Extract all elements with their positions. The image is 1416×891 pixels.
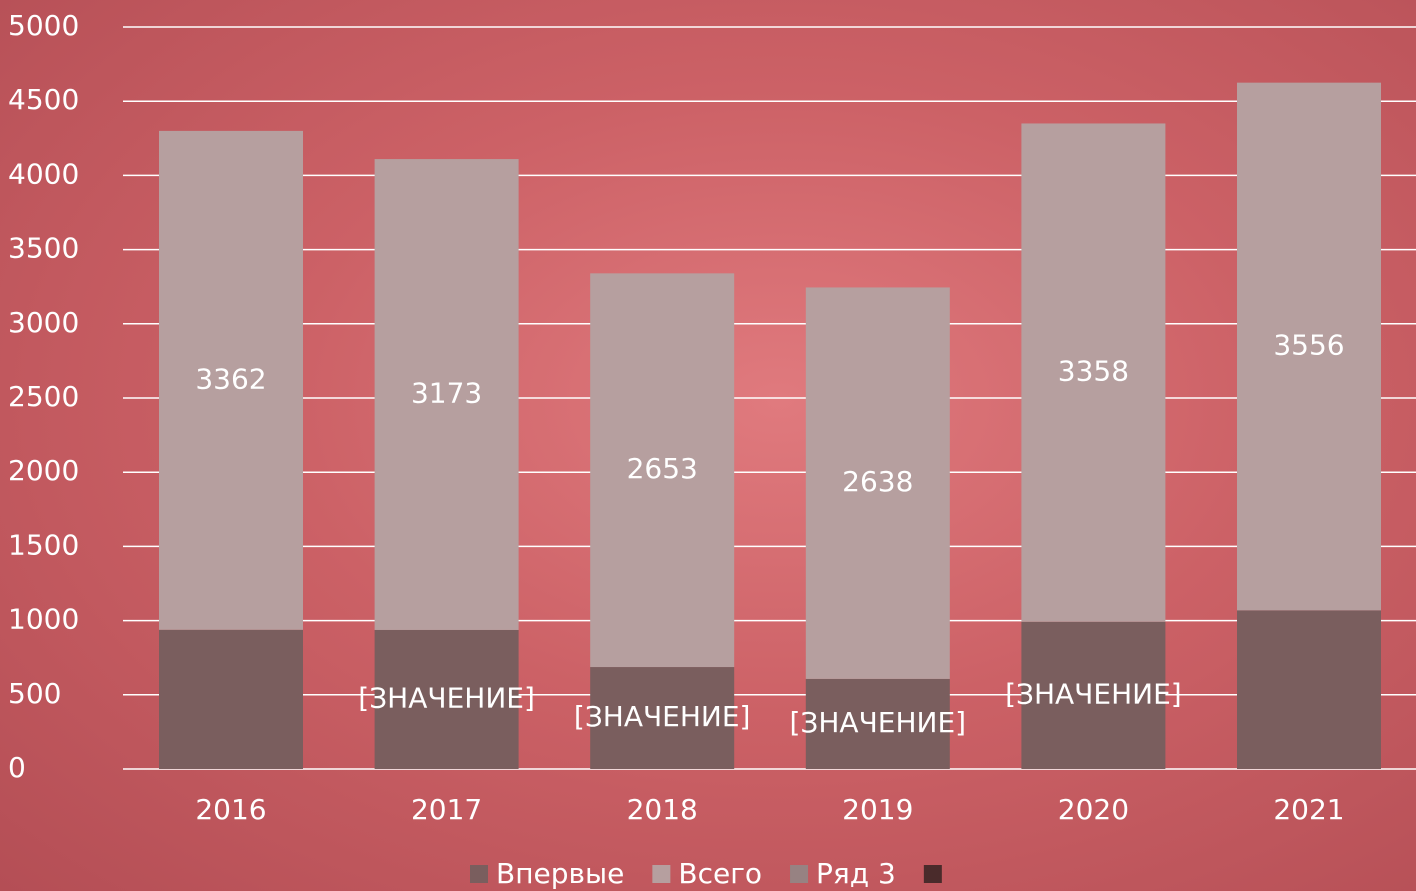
legend-swatch	[470, 865, 488, 883]
y-tick-label: 2000	[8, 454, 79, 487]
bar-segment	[159, 630, 303, 769]
legend-label: Ряд 3	[816, 857, 896, 890]
legend-label: Впервые	[496, 857, 624, 890]
y-tick-label: 4000	[8, 157, 79, 190]
x-tick-label: 2016	[195, 793, 266, 826]
x-tick-label: 2020	[1058, 793, 1129, 826]
legend-swatch	[652, 865, 670, 883]
data-label: 3362	[195, 362, 266, 395]
x-tick-label: 2017	[411, 793, 482, 826]
y-tick-label: 3500	[8, 232, 79, 265]
data-label: [ЗНАЧЕНИЕ]	[790, 706, 967, 739]
x-tick-label: 2019	[842, 793, 913, 826]
x-tick-label: 2018	[627, 793, 698, 826]
data-label: [ЗНАЧЕНИЕ]	[358, 681, 535, 714]
y-tick-label: 2500	[8, 380, 79, 413]
legend-swatch	[790, 865, 808, 883]
y-tick-label: 3000	[8, 306, 79, 339]
y-tick-label: 1500	[8, 528, 79, 561]
x-tick-label: 2021	[1273, 793, 1344, 826]
bar-segment	[1237, 610, 1381, 769]
data-label: 3173	[411, 377, 482, 410]
y-tick-label: 5000	[8, 9, 79, 42]
legend-swatch	[924, 865, 942, 883]
y-tick-label: 500	[8, 677, 61, 710]
data-label: [ЗНАЧЕНИЕ]	[1005, 677, 1182, 710]
data-label: [ЗНАЧЕНИЕ]	[574, 700, 751, 733]
data-label: 2653	[627, 452, 698, 485]
legend-label: Всего	[678, 857, 762, 890]
chart: 0 500 1000 1500 2000 2500 3000 3500 4000 4500 5000…	[0, 0, 1416, 891]
y-tick-label: 0	[8, 751, 26, 784]
data-label: 3556	[1273, 329, 1344, 362]
data-label: 2638	[842, 465, 913, 498]
data-label: 3358	[1058, 355, 1129, 388]
y-tick-label: 1000	[8, 603, 79, 636]
y-tick-label: 4500	[8, 83, 79, 116]
